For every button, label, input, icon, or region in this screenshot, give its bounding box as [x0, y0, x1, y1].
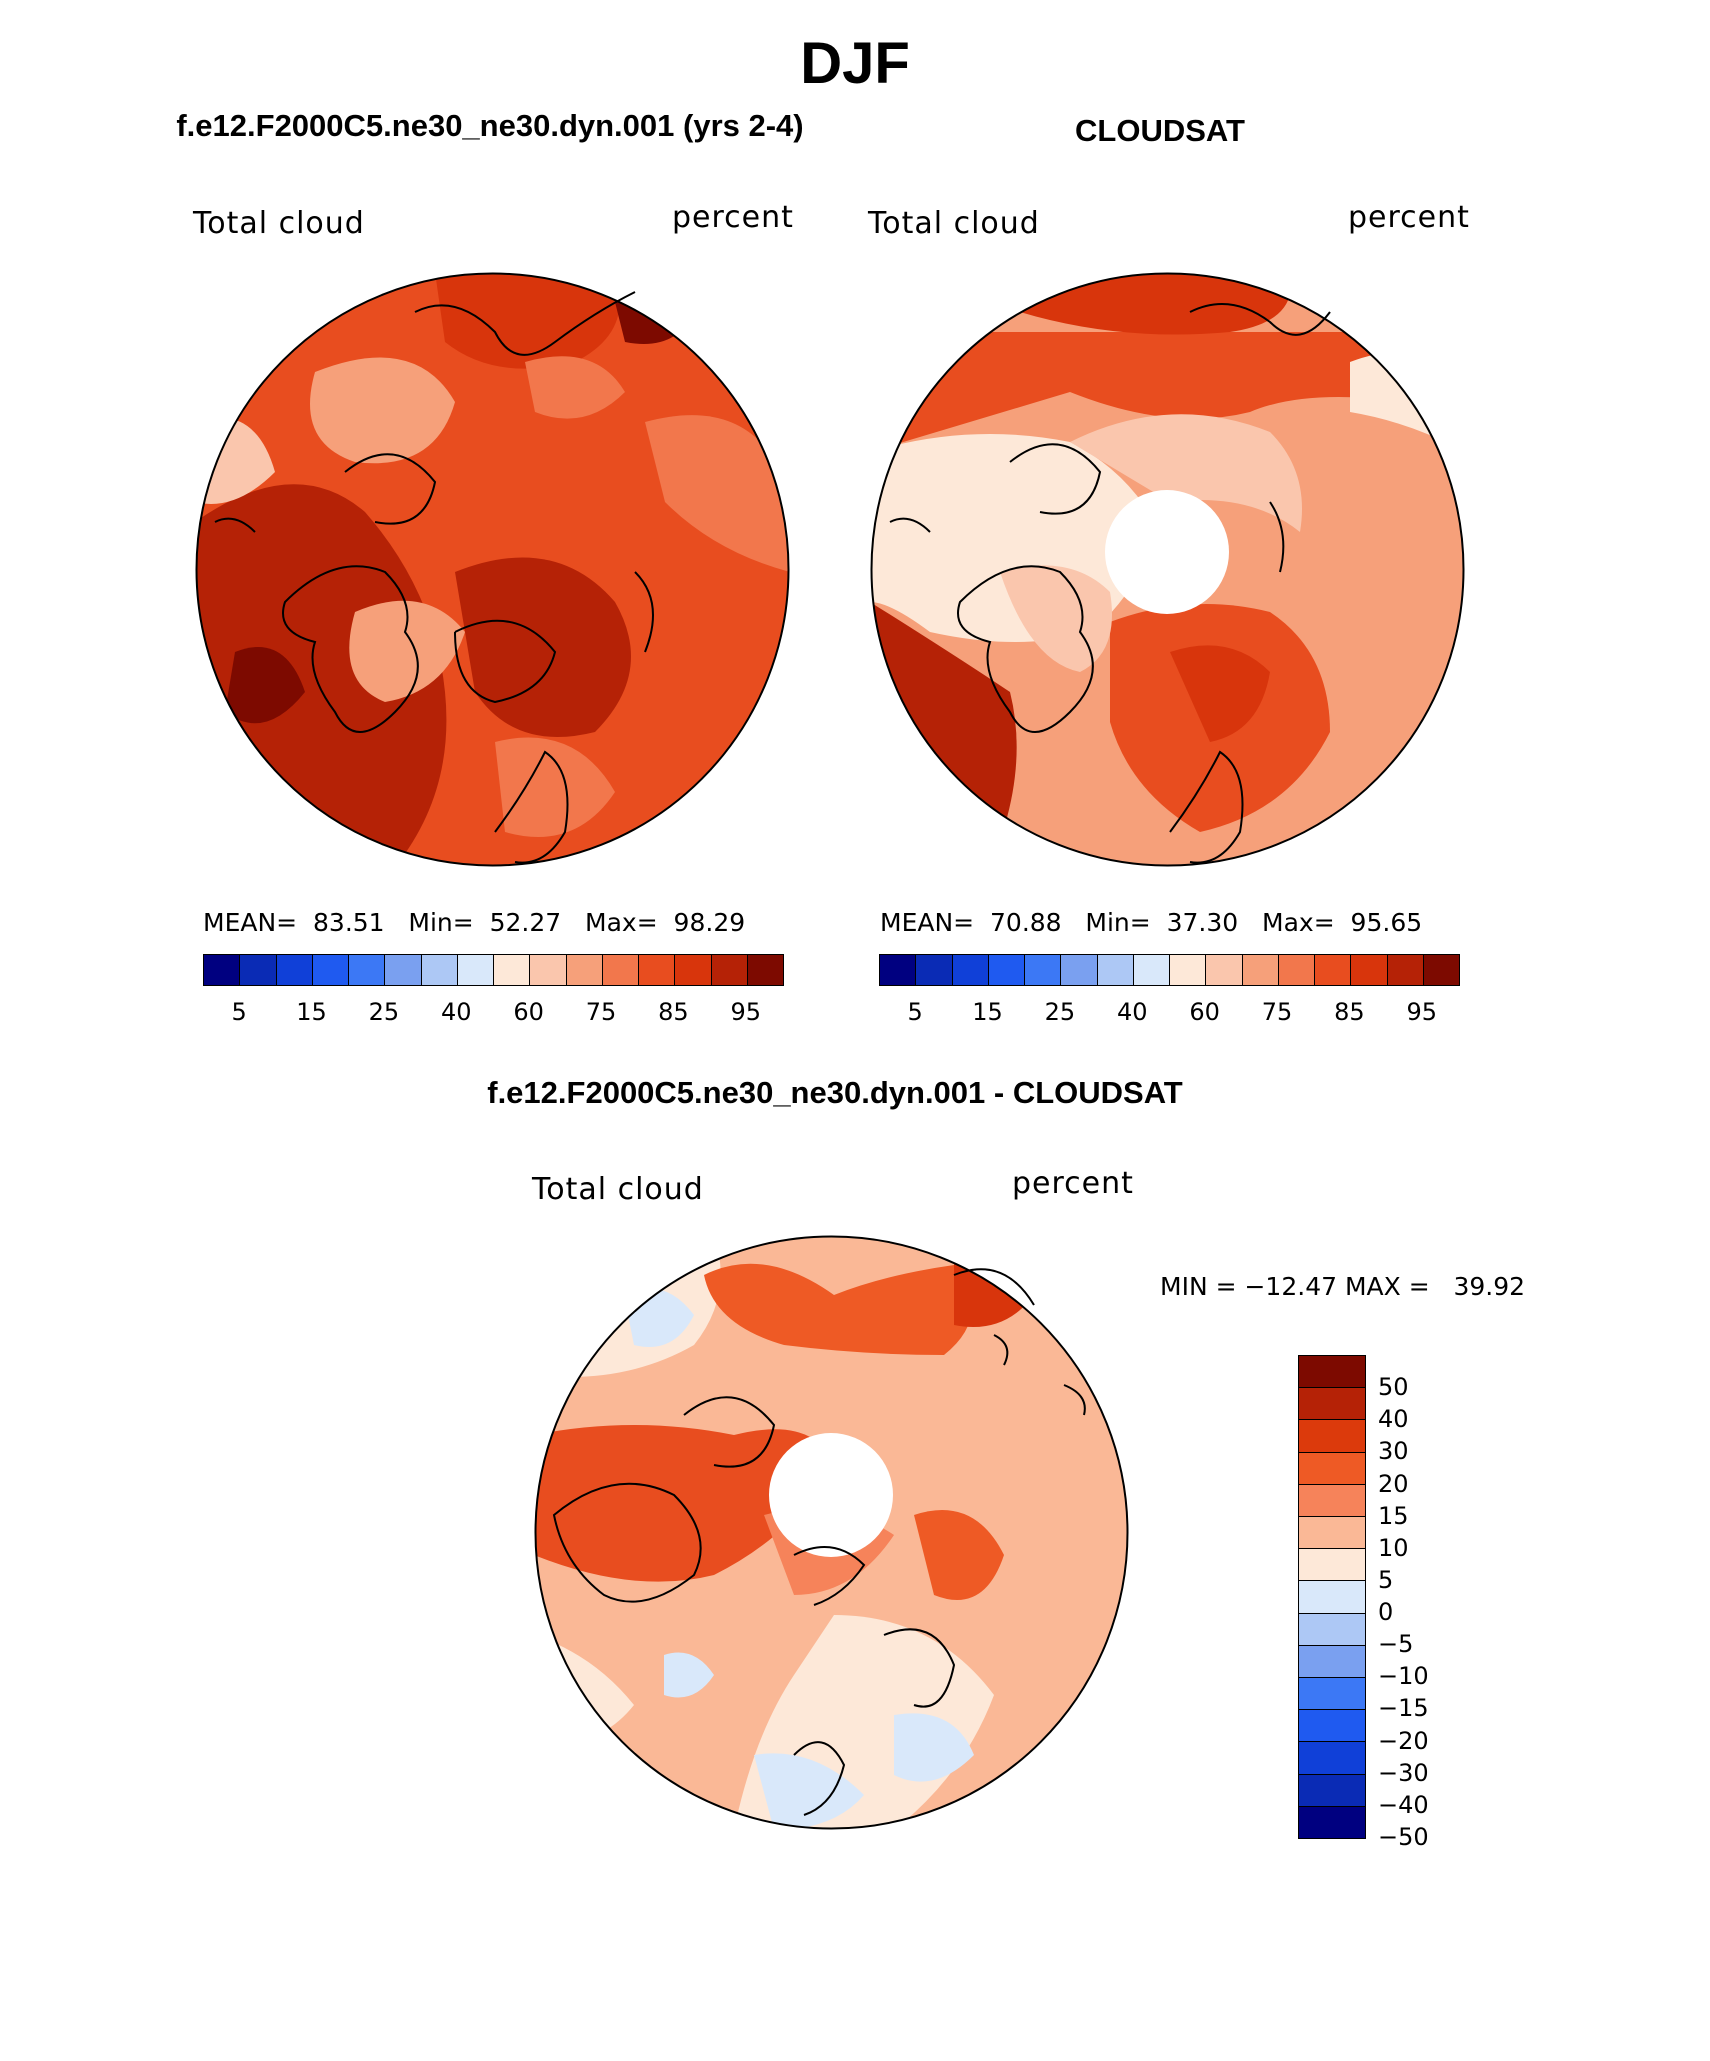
diff-panel-units-label: percent: [1012, 1166, 1134, 1201]
colorbar-tick-label: 60: [513, 998, 544, 1026]
colorbar-swatch: [880, 955, 917, 985]
colorbar-swatch: [1278, 955, 1315, 985]
diff-panel-minmax: MIN = −12.47 MAX = 39.92: [1160, 1272, 1526, 1301]
colorbar-tick-label: 15: [1378, 1501, 1409, 1530]
colorbar-tick-label: 20: [1378, 1469, 1409, 1498]
colorbar-swatch: [1299, 1678, 1365, 1711]
colorbar-tick-label: 25: [1044, 998, 1076, 1026]
colorbar-swatch: [1299, 1806, 1365, 1839]
colorbar-tick-label: 85: [1334, 998, 1365, 1026]
colorbar-tick-label: −15: [1378, 1694, 1429, 1723]
diff-panel-polar-map: [534, 1235, 1129, 1830]
colorbar-tick-label: 15: [296, 998, 327, 1026]
colorbar-tick-label: 25: [368, 998, 400, 1026]
colorbar-swatch: [1206, 955, 1243, 985]
colorbar-swatch: [276, 955, 313, 985]
panel2-subtitle: CLOUDSAT: [1075, 113, 1245, 148]
colorbar-swatch: [494, 955, 531, 985]
colorbar-swatch: [1299, 1581, 1365, 1614]
colorbar-tick-label: 40: [441, 998, 472, 1026]
colorbar-swatch: [1315, 955, 1352, 985]
figure-title: DJF: [800, 31, 910, 96]
colorbar-swatch: [566, 955, 603, 985]
colorbar-tick-label: 5: [231, 998, 247, 1026]
colorbar-swatch: [1299, 1613, 1365, 1646]
colorbar-swatch: [530, 955, 567, 985]
panel1-units-label: percent: [672, 200, 794, 235]
colorbar-swatch: [1025, 955, 1062, 985]
colorbar-tick-label: 0: [1378, 1598, 1394, 1627]
colorbar-swatch: [1299, 1356, 1365, 1389]
colorbar-swatch: [385, 955, 422, 985]
colorbar-tick-label: −5: [1378, 1630, 1414, 1659]
colorbar-tick-label: 85: [658, 998, 689, 1026]
colorbar-swatch: [747, 955, 783, 985]
panel2-polar-map: [870, 272, 1465, 867]
colorbar-swatch: [952, 955, 989, 985]
colorbar-swatch: [1061, 955, 1098, 985]
diff-panel-variable-label: Total cloud: [532, 1172, 704, 1207]
colorbar-tick-label: −40: [1378, 1790, 1429, 1819]
diff-panel-subtitle: f.e12.F2000C5.ne30_ne30.dyn.001 - CLOUDS…: [487, 1075, 1183, 1110]
colorbar-swatch: [240, 955, 277, 985]
colorbar-tick-label: 95: [1406, 998, 1438, 1026]
colorbar-swatch: [1299, 1388, 1365, 1421]
colorbar-tick-label: −30: [1378, 1758, 1429, 1787]
colorbar-swatch: [457, 955, 494, 985]
panel2-variable-label: Total cloud: [868, 206, 1040, 241]
colorbar-swatch: [602, 955, 639, 985]
colorbar-tick-label: 60: [1189, 998, 1220, 1026]
colorbar-tick-label: −10: [1378, 1662, 1429, 1691]
colorbar-swatch: [1133, 955, 1170, 985]
colorbar-swatch: [988, 955, 1025, 985]
colorbar-swatch: [1170, 955, 1207, 985]
colorbar-tick-label: 15: [972, 998, 1003, 1026]
colorbar-swatch: [1299, 1484, 1365, 1518]
colorbar-swatch: [1299, 1549, 1365, 1582]
colorbar-swatch: [1242, 955, 1279, 985]
colorbar-tick-label: 40: [1117, 998, 1148, 1026]
panel1-stats: MEAN= 83.51 Min= 52.27 Max= 98.29: [203, 908, 746, 937]
colorbar-swatch: [1299, 1774, 1365, 1807]
colorbar-swatch: [1423, 955, 1459, 985]
panel1-subtitle: f.e12.F2000C5.ne30_ne30.dyn.001 (yrs 2-4…: [176, 108, 804, 143]
colorbar-tick-label: 30: [1378, 1437, 1409, 1466]
panel1-variable-label: Total cloud: [193, 206, 365, 241]
colorbar-tick-label: 5: [1378, 1565, 1394, 1594]
colorbar-swatch: [639, 955, 676, 985]
colorbar-swatch: [312, 955, 349, 985]
colorbar-tick-label: 95: [730, 998, 762, 1026]
colorbar-tick-label: −50: [1378, 1823, 1429, 1851]
colorbar-swatch: [1299, 1517, 1365, 1550]
panel2-stats: MEAN= 70.88 Min= 37.30 Max= 95.65: [880, 908, 1423, 937]
colorbar-swatch: [1299, 1645, 1365, 1679]
colorbar-tick-label: 10: [1378, 1533, 1409, 1562]
panel1-polar-map: [195, 272, 790, 867]
colorbar-swatch: [1097, 955, 1134, 985]
colorbar-tick-label: 5: [907, 998, 923, 1026]
colorbar-tick-label: 75: [585, 998, 617, 1026]
colorbar-swatch: [1299, 1420, 1365, 1453]
colorbar-swatch: [675, 955, 712, 985]
colorbar-tick-label: 50: [1378, 1373, 1409, 1402]
panel1-colorbar: [203, 954, 784, 986]
panel2-units-label: percent: [1348, 200, 1470, 235]
colorbar-swatch: [711, 955, 748, 985]
diff-colorbar: [1298, 1355, 1366, 1839]
colorbar-swatch: [349, 955, 386, 985]
colorbar-tick-label: 75: [1261, 998, 1293, 1026]
colorbar-swatch: [204, 955, 241, 985]
colorbar-swatch: [1299, 1452, 1365, 1485]
colorbar-swatch: [421, 955, 458, 985]
colorbar-swatch: [916, 955, 953, 985]
colorbar-swatch: [1387, 955, 1424, 985]
colorbar-tick-label: −20: [1378, 1726, 1429, 1755]
colorbar-swatch: [1351, 955, 1388, 985]
panel2-colorbar: [879, 954, 1460, 986]
colorbar-tick-label: 40: [1378, 1405, 1409, 1434]
colorbar-swatch: [1299, 1742, 1365, 1775]
colorbar-swatch: [1299, 1710, 1365, 1743]
